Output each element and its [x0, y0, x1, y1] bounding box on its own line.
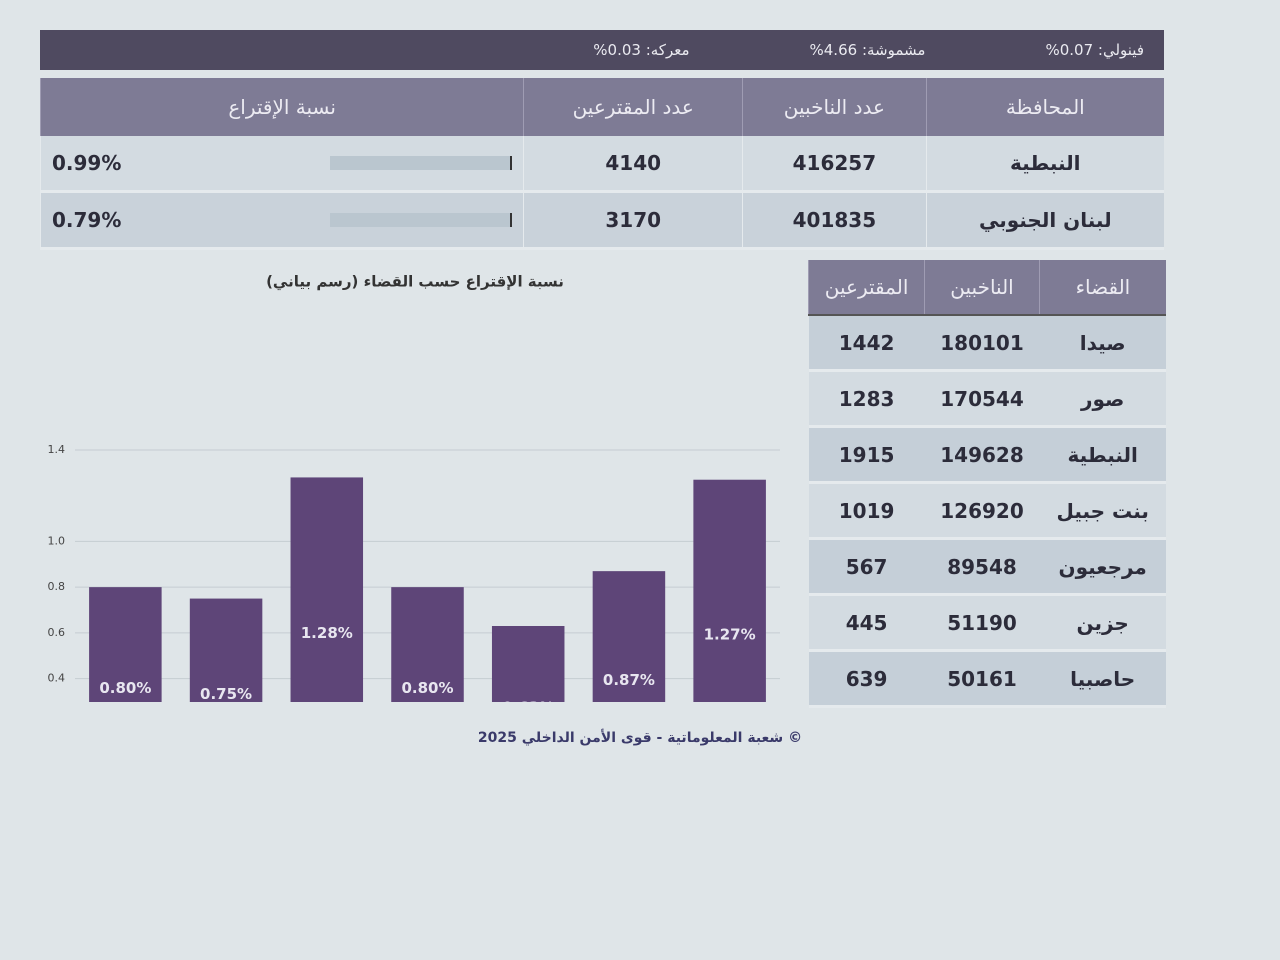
column-header: عدد الناخبين [742, 78, 927, 136]
top-bar: فينولي: 0.07% مشموشة: 4.66% معركه: 0.03% [40, 30, 1164, 70]
cell: مرجعيون [1039, 538, 1166, 596]
column-header: المحافظة [925, 78, 1164, 136]
column-header: عدد المقترعين [523, 78, 743, 136]
cell: 170544 [924, 370, 1040, 428]
cell: 4140 [523, 136, 743, 193]
value-label: 0.87% [603, 671, 655, 689]
status-item: فينولي: 0.07% [1045, 41, 1144, 59]
value-label: 0.63% [502, 699, 554, 703]
cell: النبطية [925, 136, 1164, 193]
chart-title: نسبة الإقتراع حسب القضاء (رسم بياني) [266, 273, 564, 291]
cell: 0.99% [39, 136, 524, 193]
cell: 51190 [924, 594, 1040, 652]
value-label: 0.80% [99, 679, 151, 697]
cell: 180101 [924, 315, 1040, 372]
cell: 1915 [808, 426, 925, 484]
y-tick-label: 1.4 [48, 443, 66, 456]
cell: حاصبيا [1039, 650, 1166, 708]
value-label: 1.27% [704, 625, 756, 643]
y-tick-label: 0.6 [48, 626, 66, 639]
table-row: النبطية 416257 4140 0.99% [39, 136, 1164, 193]
y-tick-label: 1.0 [48, 534, 66, 547]
table-row: صور 170544 1283 [808, 370, 1166, 428]
table-row: جزين 51190 445 [808, 594, 1166, 652]
rate-cell: 0.79% [42, 208, 522, 232]
progress-track [330, 156, 513, 170]
column-header: القضاء [1038, 260, 1166, 316]
cell: 0.79% [39, 191, 524, 250]
footer: © شعبة المعلوماتية - قوى الأمن الداخلي 2… [477, 730, 803, 746]
progress-track [330, 213, 513, 227]
cell: صيدا [1039, 315, 1166, 372]
cell: بنت جبيل [1039, 482, 1166, 540]
rate-value: 0.79% [52, 208, 122, 232]
bar [89, 587, 162, 702]
cell: 401835 [742, 191, 927, 250]
value-label: 1.28% [301, 624, 353, 642]
value-label: 0.80% [401, 679, 453, 697]
table-row: بنت جبيل 126920 1019 [808, 482, 1166, 540]
cell: جزين [1039, 594, 1166, 652]
cell: 416257 [742, 136, 927, 193]
table-row: حاصبيا 50161 639 [808, 650, 1166, 708]
cell: 126920 [924, 482, 1040, 540]
bar [391, 587, 464, 702]
column-header: المقترعين [807, 260, 925, 316]
status-item: مشموشة: 4.66% [809, 41, 926, 59]
cell: 1442 [808, 315, 925, 372]
cell: 445 [808, 594, 925, 652]
cell: 567 [808, 538, 925, 596]
cell: 149628 [924, 426, 1040, 484]
bar [189, 598, 263, 702]
column-header: نسبة الإقتراع [39, 78, 524, 136]
rate-cell: 0.99% [42, 151, 522, 175]
bar [290, 477, 364, 702]
chart: نسبة الإقتراع حسب القضاء (رسم بياني) 00.… [48, 273, 780, 703]
cell: النبطية [1039, 426, 1166, 484]
cell: 3170 [523, 191, 743, 250]
value-label: 0.75% [200, 685, 252, 702]
table-row: مرجعيون 89548 567 [808, 538, 1166, 596]
table-row: صيدا 180101 1442 [808, 315, 1166, 372]
cell: صور [1039, 370, 1166, 428]
status-item: معركه: 0.03% [593, 41, 690, 59]
bar [491, 626, 565, 702]
district-table: القضاء الناخبين المقترعين صيدا 180101 1442 صور… [807, 260, 1166, 708]
province-table: المحافظة عدد الناخبين عدد المقترعين نسبة ال… [39, 78, 1164, 250]
cell: 1019 [808, 482, 925, 540]
cell: 639 [808, 650, 925, 708]
cell: 1283 [808, 370, 925, 428]
table-row: النبطية 149628 1915 [808, 426, 1166, 484]
cell: 50161 [924, 650, 1040, 708]
bar [592, 571, 666, 702]
header-row: المحافظة عدد الناخبين عدد المقترعين نسبة ال… [39, 78, 1164, 136]
header-row: القضاء الناخبين المقترعين [807, 260, 1166, 316]
table-row: لبنان الجنوبي 401835 3170 0.79% [39, 191, 1164, 250]
bar [693, 479, 766, 702]
y-tick-label: 0.8 [48, 580, 66, 593]
y-tick-label: 0.4 [48, 672, 66, 685]
cell: لبنان الجنوبي [925, 191, 1164, 250]
rate-value: 0.99% [52, 151, 122, 175]
column-header: الناخبين [924, 260, 1040, 316]
cell: 89548 [924, 538, 1040, 596]
